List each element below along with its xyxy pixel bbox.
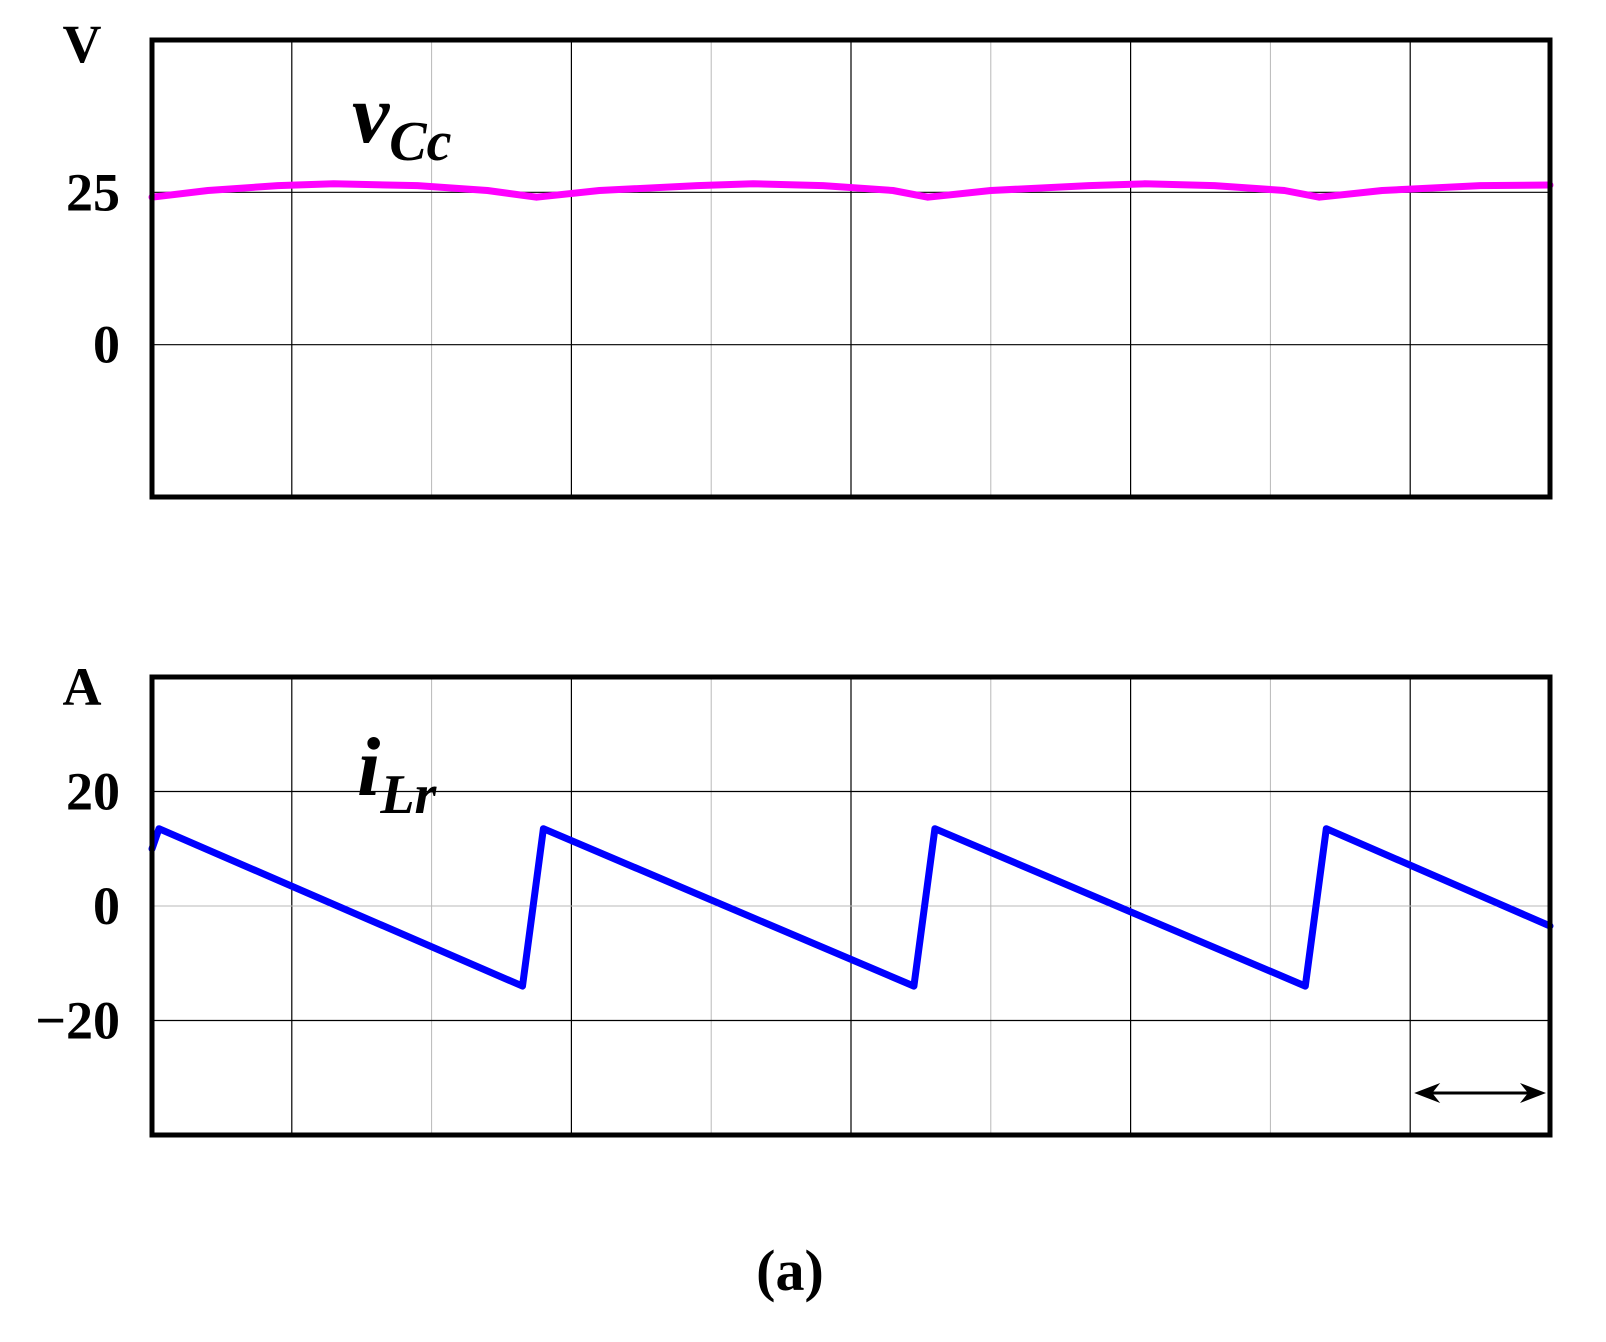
current-tick-label: 20 <box>66 762 120 822</box>
current-trace <box>148 825 1554 990</box>
figure-caption: (a) <box>756 1238 824 1303</box>
voltage-plot-frame <box>149 37 1553 500</box>
voltage-trace-subscript: Cc <box>389 111 451 173</box>
current-tick-label: 0 <box>93 876 120 936</box>
current-tick-label: −20 <box>35 991 120 1051</box>
scale-marker-right-arrowhead <box>1520 1083 1546 1103</box>
current-plot-frame <box>149 674 1553 1138</box>
current-trace-symbol: i <box>357 721 380 814</box>
voltage-tick-labels: 25 0 <box>66 162 120 374</box>
current-tick-labels: 20 0 −20 <box>35 762 120 1051</box>
voltage-trace <box>148 180 1554 201</box>
current-trace-label: iLr <box>357 721 438 826</box>
voltage-trace-label: vCc <box>352 68 452 173</box>
voltage-trace-symbol: v <box>352 68 391 161</box>
voltage-panel: V 25 0 vCc <box>63 14 1554 500</box>
voltage-tick-label: 25 <box>66 162 120 222</box>
voltage-tick-label: 0 <box>93 315 120 375</box>
time-scale-marker <box>1414 1083 1546 1103</box>
current-trace-subscript: Lr <box>379 764 437 826</box>
scale-marker-left-arrowhead <box>1414 1083 1441 1103</box>
current-unit-label: A <box>63 657 102 717</box>
voltage-unit-label: V <box>63 14 102 74</box>
voltage-grid <box>152 40 1550 497</box>
current-panel: A 20 0 −20 iLr <box>35 657 1554 1138</box>
